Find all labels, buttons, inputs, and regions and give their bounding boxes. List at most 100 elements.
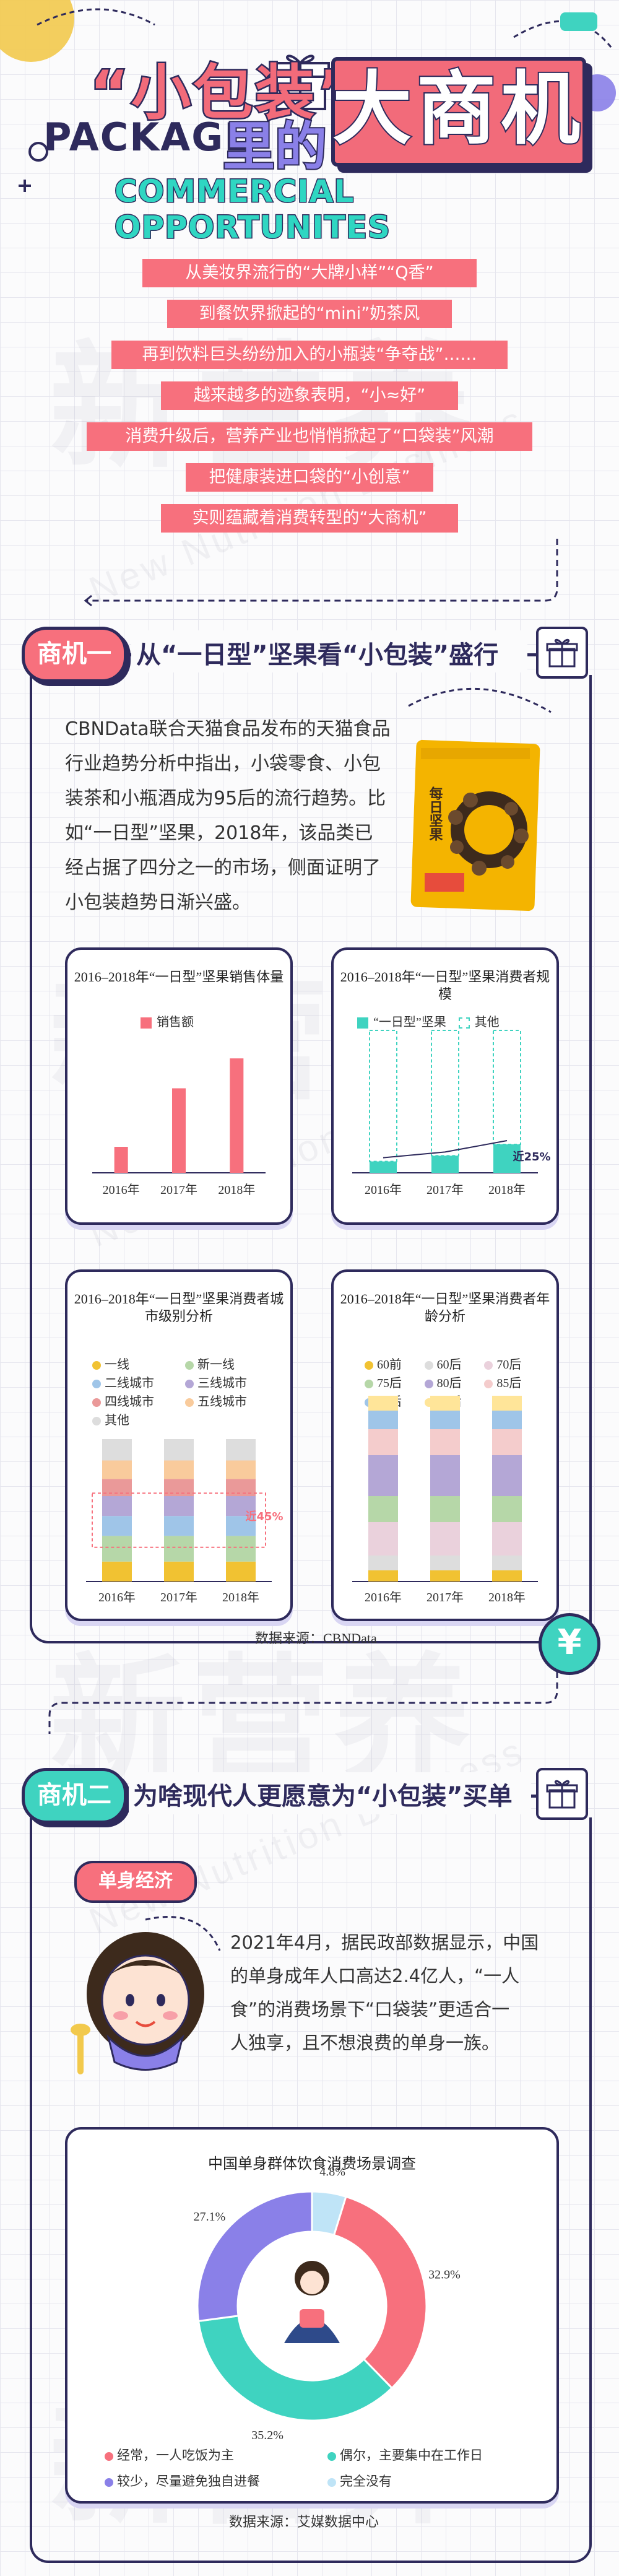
bar-segment <box>102 1516 132 1536</box>
bar-segment <box>492 1570 522 1582</box>
chart-consumers-title: 2016–2018年“一日型”坚果消费者规模 <box>340 969 550 1002</box>
intro-bar: 再到饮料巨头纷纷加入的小瓶装“争夺战”…… <box>111 341 508 369</box>
legend-swatch <box>365 1361 373 1370</box>
legend-item: 新一线 <box>185 1355 278 1374</box>
bar-segment <box>164 1536 194 1562</box>
bar-segment <box>430 1455 460 1496</box>
bar-segment <box>492 1411 522 1429</box>
nut-package-image: 每日坚果 <box>408 687 552 912</box>
legend-item: 二线城市 <box>92 1374 185 1393</box>
highlight-box <box>92 1492 266 1548</box>
chart-card-donut: 中国单身群体饮食消费场景调查 4.8% 32.9% 35.2% 27.1% 经常，一人… <box>65 2127 559 2504</box>
chart-card-city: 2016–2018年“一日型”坚果消费者城市级别分析 一线 新一线二线城市 三线城市… <box>65 1269 293 1621</box>
legend-item: 四线城市 <box>92 1393 185 1411</box>
bar-nut <box>370 1161 397 1173</box>
trend-line <box>383 1140 508 1159</box>
legend-swatch <box>185 1380 194 1389</box>
legend-swatch <box>365 1380 373 1389</box>
legend-item: 85后 <box>484 1374 544 1393</box>
x-tick-label: 2018年 <box>488 1590 526 1604</box>
x-tick-label: 2018年 <box>488 1183 526 1197</box>
header-decor <box>0 0 616 192</box>
slice-label: 27.1% <box>194 2210 226 2224</box>
bar-segment <box>492 1556 522 1570</box>
bar-segment <box>164 1439 194 1461</box>
section2-tag: 商机二 <box>22 1768 127 1824</box>
bar-segment <box>430 1570 460 1582</box>
donut-hole <box>240 2234 384 2378</box>
legend-item: 一线 <box>92 1355 185 1374</box>
bar-segment <box>164 1561 194 1582</box>
center-illustration-face <box>300 2271 324 2294</box>
section2-title: 为啥现代人更愿意为“小包装”买单 <box>133 1782 513 1811</box>
intro-bar: 越来越多的迹象表明，“小≈好” <box>161 381 458 410</box>
bar-segment <box>102 1561 132 1582</box>
connector-dashed <box>84 539 558 607</box>
bar-segment <box>226 1536 256 1562</box>
bar-segment <box>164 1496 194 1516</box>
legend-label: 其他 <box>105 1414 129 1427</box>
legend-label: 四线城市 <box>105 1395 154 1409</box>
bar-segment <box>368 1496 398 1522</box>
legend-swatch <box>185 1361 194 1370</box>
annotation: 近25% <box>513 1150 550 1164</box>
chart-sales-svg: 2016年 2017年 2018年 <box>92 1058 266 1197</box>
intro-bar: 把健康装进口袋的“小创意” <box>186 463 433 492</box>
bar-segment <box>164 1516 194 1536</box>
center-illustration-body <box>284 2318 340 2343</box>
chart-donut-legend: 经常，一人吃饭为主 偶尔，主要集中在工作日 较少，尽量避免独自进餐 完全没有 <box>105 2442 526 2494</box>
bar-segment <box>492 1496 522 1522</box>
slice-label: 35.2% <box>251 2429 284 2442</box>
bar-segment <box>368 1455 398 1496</box>
bar-segment <box>368 1556 398 1570</box>
bar-segment <box>102 1460 132 1479</box>
chart-city-title: 2016–2018年“一日型”坚果消费者城市级别分析 <box>74 1291 284 1324</box>
legend-item: 其他 <box>92 1411 185 1430</box>
bar-other <box>493 1030 521 1145</box>
legend-item: 80后 <box>424 1374 485 1393</box>
legend-swatch <box>92 1398 101 1408</box>
intro-bar: 从美妆界流行的“大牌小样”“Q香” <box>142 259 477 287</box>
x-tick-label: 2018年 <box>218 1183 255 1197</box>
product-label: 每日坚果 <box>427 786 443 841</box>
section1-gift-box <box>536 627 588 679</box>
bar-segment <box>368 1570 398 1582</box>
legend-swatch <box>92 1361 101 1370</box>
bar <box>230 1058 244 1173</box>
yen-icon: ¥ <box>539 1613 600 1675</box>
gift-icon <box>271 54 330 110</box>
gift-icon <box>546 638 578 668</box>
x-tick-label: 2018年 <box>222 1590 259 1604</box>
bar-segment <box>226 1460 256 1479</box>
x-tick-label: 2016年 <box>365 1183 402 1197</box>
legend-swatch <box>92 1417 101 1426</box>
bar-other <box>369 1030 397 1162</box>
header-package-word: PACKAGE <box>43 115 252 160</box>
bar-segment <box>430 1522 460 1556</box>
bar-segment <box>430 1396 460 1411</box>
chart-donut-title: 中国单身群体饮食消费场景调查 <box>208 2156 416 2172</box>
header-li-de: 里的 <box>222 115 328 178</box>
header-title: “小包装” <box>88 57 359 129</box>
section1-frame <box>30 675 592 1643</box>
intro-bar: 到餐饮界掀起的“mini”奶茶风 <box>167 300 452 328</box>
bar-segment <box>226 1516 256 1536</box>
chart-card-sales: 2016–2018年“一日型”坚果销售体量 销售额 2016年 2017年 2018… <box>65 947 293 1225</box>
x-tick-label: 2017年 <box>426 1590 464 1604</box>
legend-item: 60前 <box>365 1355 425 1374</box>
legend-label: 五线城市 <box>197 1395 247 1409</box>
section1-paragraph: CBNData联合天猫食品发布的天猫食品 行业趋势分析中指出，小袋零食、小包 装… <box>65 718 391 913</box>
legend-swatch <box>484 1380 493 1389</box>
bar <box>172 1088 186 1173</box>
bar-segment <box>368 1429 398 1455</box>
section2-gift-box <box>536 1768 588 1820</box>
legend-swatch <box>484 1361 493 1370</box>
single-economy-tag: 单身经济 <box>74 1861 197 1903</box>
bar-segment <box>102 1496 132 1516</box>
donut-slice <box>197 2315 394 2422</box>
bar-segment <box>492 1455 522 1496</box>
legend-swatch <box>424 1380 433 1389</box>
chart-city-legend: 一线 新一线二线城市 三线城市四线城市 五线城市其他 <box>92 1355 278 1430</box>
chart-sales-title: 2016–2018年“一日型”坚果销售体量 <box>74 969 284 985</box>
bar-segment <box>368 1522 398 1556</box>
